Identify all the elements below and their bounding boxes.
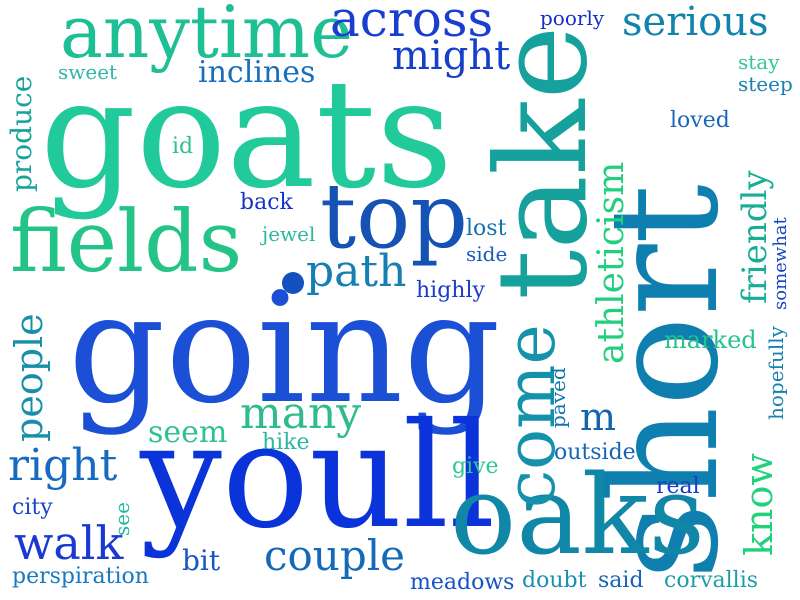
word-going: going <box>68 260 501 437</box>
word-give: give <box>452 454 499 479</box>
word-dot <box>282 272 304 294</box>
word-produce: produce <box>5 75 38 192</box>
word-marked: marked <box>664 326 757 354</box>
word-m: m <box>580 395 617 439</box>
word-athleticism: athleticism <box>591 161 632 364</box>
word-highly: highly <box>416 278 485 303</box>
word-bit: bit <box>182 544 221 577</box>
word-side: side <box>466 242 508 266</box>
word-back: back <box>240 190 293 215</box>
word-fields: fields <box>10 193 243 292</box>
word-goats: goats <box>40 48 454 222</box>
word-real: real <box>656 474 700 499</box>
word-poorly: poorly <box>540 6 605 30</box>
word-youll: youll <box>140 392 496 561</box>
word-might: might <box>392 33 511 79</box>
word-know: know <box>737 453 781 556</box>
word-perspiration: perspiration <box>12 564 149 589</box>
word-meadows: meadows <box>410 570 515 595</box>
word-couple: couple <box>264 531 406 580</box>
word-seem: seem <box>148 415 228 450</box>
word-people: people <box>7 313 51 442</box>
word-hopefully: hopefully <box>764 326 788 420</box>
word-lost: lost <box>466 216 507 241</box>
word-stay: stay <box>738 50 780 74</box>
word-see: see <box>110 502 134 536</box>
word-steep: steep <box>738 72 793 96</box>
word-oaks: oaks <box>450 451 705 579</box>
word-jewel: jewel <box>262 222 316 246</box>
word-city: city <box>12 495 53 520</box>
word-serious: serious <box>622 0 769 45</box>
word-walk: walk <box>14 516 124 570</box>
word-across: across <box>330 0 494 48</box>
word-path: path <box>306 246 407 297</box>
word-inclines: inclines <box>198 55 316 90</box>
word-loved: loved <box>670 108 730 133</box>
word-top: top <box>320 164 468 269</box>
word-many: many <box>240 388 362 439</box>
word-id: id <box>172 134 194 159</box>
word-said: said <box>598 568 644 593</box>
word-anytime: anytime <box>60 0 353 74</box>
word-doubt: doubt <box>522 568 587 593</box>
word-paved: paved <box>546 367 570 428</box>
word-right: right <box>8 440 118 491</box>
word-corvallis: corvallis <box>664 568 759 593</box>
word-sweet: sweet <box>58 60 118 84</box>
word-friendly: friendly <box>735 170 775 304</box>
word-somewhat: somewhat <box>770 217 791 310</box>
word-outside: outside <box>554 440 636 465</box>
word-hike: hike <box>262 430 310 455</box>
